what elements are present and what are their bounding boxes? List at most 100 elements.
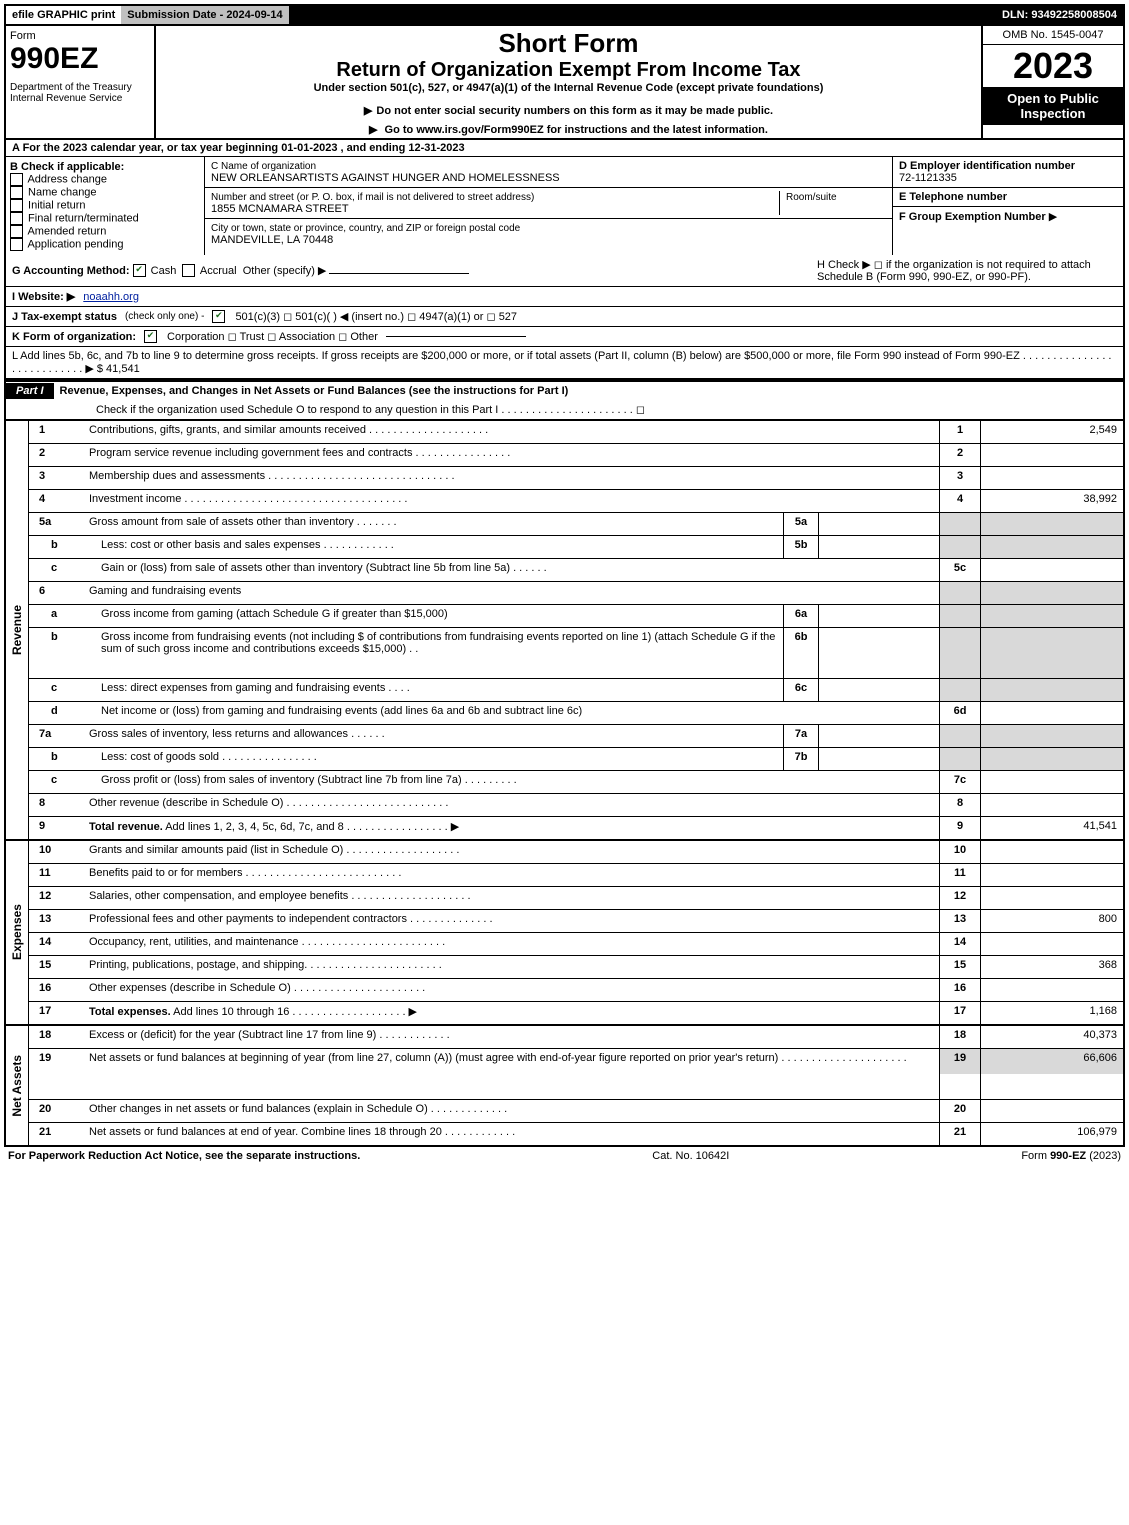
line-number: 16 xyxy=(29,979,87,1001)
l-text: L Add lines 5b, 6c, and 7b to line 9 to … xyxy=(12,350,1112,375)
value-col xyxy=(980,1100,1123,1122)
column-def: D Employer identification number 72-1121… xyxy=(892,157,1123,255)
value-col xyxy=(980,582,1123,604)
line-row: 7aGross sales of inventory, less returns… xyxy=(29,725,1123,748)
note-link: Go to www.irs.gov/Form990EZ for instruct… xyxy=(158,123,979,136)
line-row: 14Occupancy, rent, utilities, and mainte… xyxy=(29,933,1123,956)
row-g-h: G Accounting Method: Cash Accrual Other … xyxy=(4,255,1125,287)
line-number: c xyxy=(29,679,99,701)
line-number: b xyxy=(29,628,99,678)
website-link[interactable]: noaahh.org xyxy=(83,291,139,303)
line-desc: Gaming and fundraising events xyxy=(87,582,939,604)
line-desc: Other expenses (describe in Schedule O) … xyxy=(87,979,939,1001)
line-desc: Grants and similar amounts paid (list in… xyxy=(87,841,939,863)
org-street: 1855 MCNAMARA STREET xyxy=(211,203,349,215)
ref-col: 20 xyxy=(939,1100,980,1122)
ref-col: 14 xyxy=(939,933,980,955)
note-ssn: Do not enter social security numbers on … xyxy=(158,104,979,117)
vlabel-netassets: Net Assets xyxy=(6,1026,29,1145)
line-desc: Membership dues and assessments . . . . … xyxy=(87,467,939,489)
line-number: 1 xyxy=(29,421,87,443)
block-b-to-f: B Check if applicable: Address change Na… xyxy=(4,157,1125,255)
line-desc: Printing, publications, postage, and shi… xyxy=(87,956,939,978)
line-desc: Gain or (loss) from sale of assets other… xyxy=(99,559,939,581)
j-501c3-check xyxy=(212,310,225,323)
line-number: 18 xyxy=(29,1026,87,1048)
value-col: 41,541 xyxy=(980,817,1123,839)
value-col xyxy=(980,725,1123,747)
k-label: K Form of organization: xyxy=(12,331,136,343)
mini-val xyxy=(818,679,939,701)
line-row: 1Contributions, gifts, grants, and simil… xyxy=(29,421,1123,444)
dln-number: DLN: 93492258008504 xyxy=(289,6,1123,24)
line-row: dNet income or (loss) from gaming and fu… xyxy=(29,702,1123,725)
row-i: I Website: ▶ noaahh.org xyxy=(4,287,1125,307)
line-number: 8 xyxy=(29,794,87,816)
mini-ref: 5b xyxy=(783,536,818,558)
line-desc: Less: cost or other basis and sales expe… xyxy=(99,536,783,558)
value-col xyxy=(980,979,1123,1001)
footer-mid: Cat. No. 10642I xyxy=(652,1150,729,1162)
line-row: 21Net assets or fund balances at end of … xyxy=(29,1123,1123,1145)
footer-left: For Paperwork Reduction Act Notice, see … xyxy=(8,1150,360,1162)
value-col: 66,606 xyxy=(980,1049,1123,1099)
value-col: 800 xyxy=(980,910,1123,932)
line-number: 12 xyxy=(29,887,87,909)
title-short: Short Form xyxy=(158,28,979,59)
line-number: 6 xyxy=(29,582,87,604)
mini-val xyxy=(818,536,939,558)
line-number: 17 xyxy=(29,1002,87,1024)
line-number: 4 xyxy=(29,490,87,512)
line-desc: Gross profit or (loss) from sales of inv… xyxy=(99,771,939,793)
part1-header-row: Part I Revenue, Expenses, and Changes in… xyxy=(4,380,1125,400)
part1-check-row: Check if the organization used Schedule … xyxy=(4,400,1125,420)
form-header: Form 990EZ Department of the Treasury In… xyxy=(4,26,1125,140)
b-option: Address change xyxy=(10,173,200,186)
line-desc: Net assets or fund balances at end of ye… xyxy=(87,1123,939,1145)
checkbox-icon xyxy=(10,225,23,238)
line-row: bGross income from fundraising events (n… xyxy=(29,628,1123,679)
line-desc: Program service revenue including govern… xyxy=(87,444,939,466)
mini-val xyxy=(818,748,939,770)
line-desc: Gross income from gaming (attach Schedul… xyxy=(99,605,783,627)
line-number: b xyxy=(29,536,99,558)
l-amount: $ 41,541 xyxy=(97,363,140,375)
part1-label: Part I xyxy=(6,383,54,399)
checkbox-icon xyxy=(10,186,23,199)
line-desc: Net income or (loss) from gaming and fun… xyxy=(99,702,939,724)
line-row: 3Membership dues and assessments . . . .… xyxy=(29,467,1123,490)
value-col xyxy=(980,444,1123,466)
line-desc: Occupancy, rent, utilities, and maintena… xyxy=(87,933,939,955)
line-row: cGross profit or (loss) from sales of in… xyxy=(29,771,1123,794)
line-desc: Benefits paid to or for members . . . . … xyxy=(87,864,939,886)
line-row: aGross income from gaming (attach Schedu… xyxy=(29,605,1123,628)
g-cash-check xyxy=(133,264,146,277)
line-desc: Salaries, other compensation, and employ… xyxy=(87,887,939,909)
mini-val xyxy=(818,605,939,627)
dept-label: Department of the Treasury Internal Reve… xyxy=(10,82,150,104)
row-k: K Form of organization: Corporation ◻ Tr… xyxy=(4,327,1125,347)
ref-col: 18 xyxy=(939,1026,980,1048)
ref-col: 15 xyxy=(939,956,980,978)
value-col xyxy=(980,933,1123,955)
line-row: 11Benefits paid to or for members . . . … xyxy=(29,864,1123,887)
ref-col: 6d xyxy=(939,702,980,724)
j-opts: 501(c)(3) ◻ 501(c)( ) ◀ (insert no.) ◻ 4… xyxy=(235,310,517,323)
form-number: 990EZ xyxy=(10,42,150,76)
vlabel-expenses: Expenses xyxy=(6,841,29,1024)
b-option: Final return/terminated xyxy=(10,212,200,225)
ref-col: 11 xyxy=(939,864,980,886)
checkbox-icon xyxy=(10,212,23,225)
ref-col xyxy=(939,748,980,770)
k-corp-check xyxy=(144,330,157,343)
b-option: Name change xyxy=(10,186,200,199)
value-col xyxy=(980,841,1123,863)
checkbox-icon xyxy=(10,199,23,212)
row-l: L Add lines 5b, 6c, and 7b to line 9 to … xyxy=(4,347,1125,380)
value-col: 368 xyxy=(980,956,1123,978)
g-other: Other (specify) ▶ xyxy=(243,265,327,277)
value-col xyxy=(980,702,1123,724)
line-desc: Less: direct expenses from gaming and fu… xyxy=(99,679,783,701)
page-footer: For Paperwork Reduction Act Notice, see … xyxy=(4,1147,1125,1165)
line-number: d xyxy=(29,702,99,724)
